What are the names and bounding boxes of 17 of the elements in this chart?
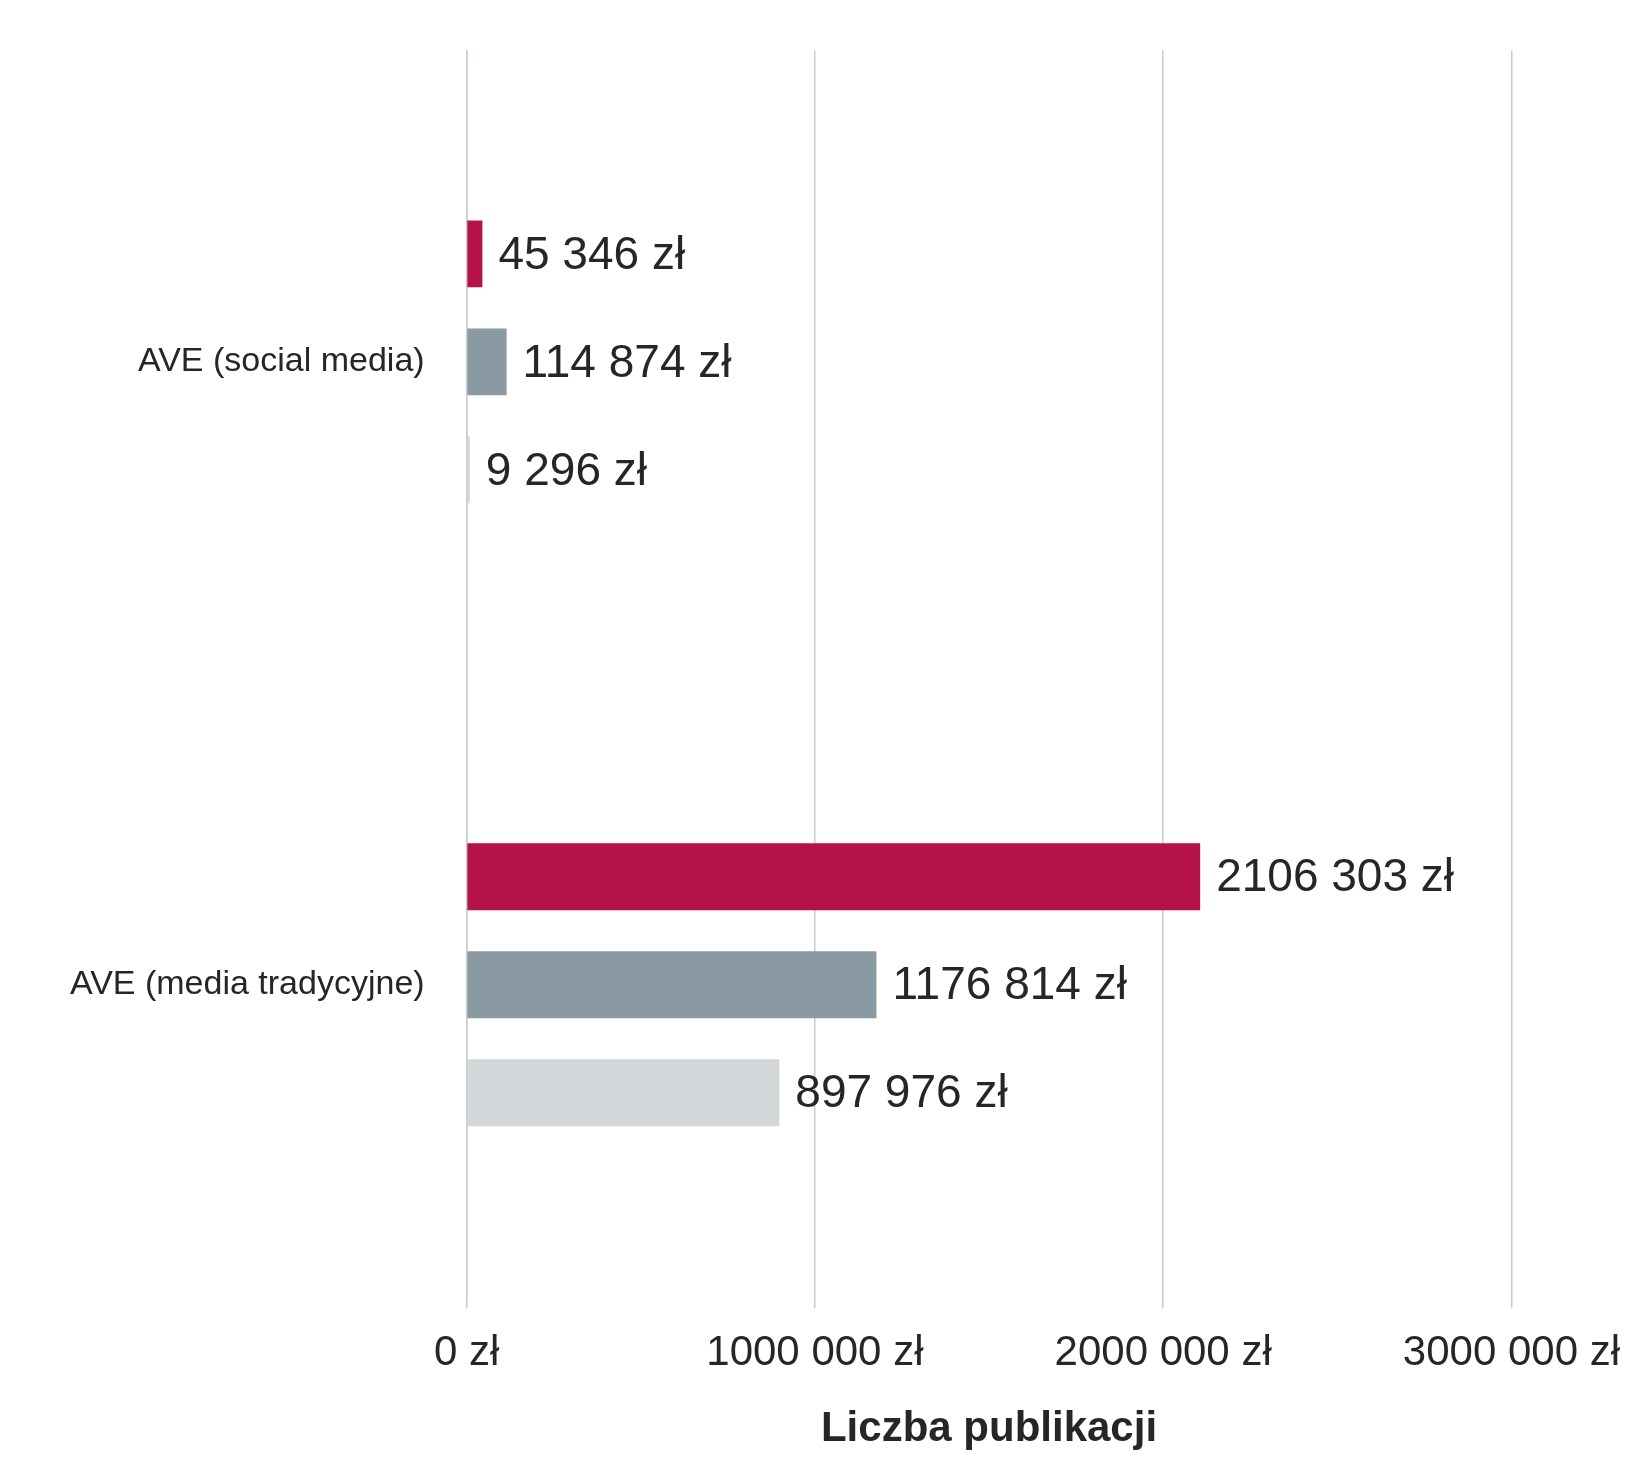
x-tick-label: 0 zł <box>433 1326 500 1374</box>
bar <box>467 220 483 288</box>
y-tick-label: AVE (social media) <box>138 340 425 379</box>
bar <box>467 328 507 396</box>
data-label: 9 296 zł <box>485 442 647 495</box>
y-tick-label: AVE (media tradycyjne) <box>70 963 425 1002</box>
data-label: 1176 814 zł <box>892 957 1127 1010</box>
data-label: 45 346 zł <box>498 226 686 279</box>
data-label: 114 874 zł <box>522 334 732 387</box>
data-label: 897 976 zł <box>795 1065 1008 1118</box>
bar <box>467 843 1201 911</box>
bar <box>467 951 877 1019</box>
x-tick-label: 2000 000 zł <box>1054 1326 1273 1374</box>
data-label: 2106 303 zł <box>1216 849 1455 902</box>
x-tick-label: 1000 000 zł <box>706 1326 925 1374</box>
x-axis-title: Liczba publikacji <box>820 1403 1158 1451</box>
x-tick-label: 3000 000 zł <box>1402 1326 1621 1374</box>
